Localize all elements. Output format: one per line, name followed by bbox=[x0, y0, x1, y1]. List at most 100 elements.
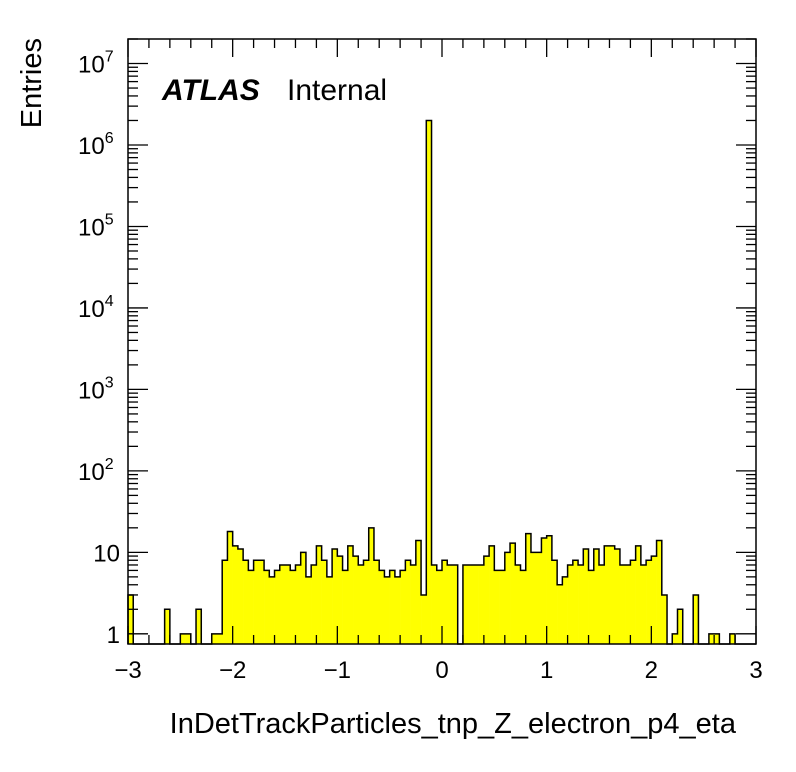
histogram-bin bbox=[708, 633, 715, 644]
histogram-bin bbox=[342, 570, 349, 644]
histogram-bin bbox=[578, 564, 584, 644]
histogram-bin bbox=[347, 545, 354, 644]
y-axis-title: Entries bbox=[16, 38, 48, 128]
x-axis-title: InDetTrackParticles_tnp_Z_electron_p4_et… bbox=[170, 708, 737, 740]
y-tick-label: 103 bbox=[78, 374, 114, 404]
histogram-bin bbox=[164, 609, 171, 644]
histogram-bin bbox=[290, 570, 296, 644]
histogram-bin bbox=[232, 545, 239, 644]
y-tick-label: 1 bbox=[107, 622, 120, 649]
histogram-bin bbox=[274, 570, 281, 644]
y-tick-label: 104 bbox=[78, 293, 114, 323]
histogram-bin bbox=[599, 564, 605, 644]
histogram-bin bbox=[426, 120, 432, 645]
histogram-bin bbox=[180, 633, 186, 644]
x-tick-label: 3 bbox=[749, 657, 762, 684]
histogram-bin bbox=[216, 633, 223, 644]
histogram-bin bbox=[415, 540, 422, 644]
histogram-bin bbox=[394, 576, 401, 644]
histogram-bin bbox=[572, 560, 579, 644]
histogram-bin bbox=[525, 533, 532, 644]
histogram-bin bbox=[269, 576, 275, 644]
histogram-bin bbox=[661, 594, 668, 644]
histogram-bin bbox=[379, 570, 385, 644]
histogram-bin bbox=[337, 556, 343, 644]
histogram-bin bbox=[651, 556, 657, 644]
histogram-bin bbox=[253, 560, 260, 644]
histogram-bin bbox=[452, 564, 458, 644]
histogram-bin bbox=[332, 548, 338, 644]
histogram-bin bbox=[504, 552, 511, 644]
histogram-bin bbox=[384, 576, 390, 644]
x-tick-labels: −3 −2 −1 0 1 2 3 bbox=[114, 657, 762, 684]
histogram-bin bbox=[541, 538, 547, 644]
histogram-bin bbox=[243, 560, 249, 644]
histogram-bin bbox=[536, 552, 542, 644]
histogram-bin bbox=[264, 570, 270, 644]
histogram-bin bbox=[300, 552, 307, 644]
histogram-bin bbox=[258, 560, 265, 644]
histogram-bin bbox=[672, 633, 678, 644]
histogram-outline bbox=[127, 119, 756, 645]
histogram-bin bbox=[442, 560, 448, 644]
histogram-bin bbox=[640, 564, 647, 644]
axis-ticks bbox=[127, 38, 757, 644]
histogram-bin bbox=[211, 633, 218, 644]
histogram-bin bbox=[363, 560, 370, 644]
histogram-bin bbox=[128, 594, 134, 644]
histogram-bin bbox=[311, 564, 317, 644]
histogram-bin bbox=[588, 570, 595, 644]
histogram-bin bbox=[436, 570, 443, 644]
histogram-bin bbox=[326, 576, 333, 644]
histogram-bin bbox=[237, 548, 244, 644]
histogram-bin bbox=[567, 564, 574, 644]
histogram-bin bbox=[196, 609, 202, 644]
histogram-bin bbox=[400, 570, 406, 644]
x-tick-label: 0 bbox=[435, 657, 448, 684]
histogram-bin bbox=[389, 570, 396, 644]
histogram-bin bbox=[729, 633, 736, 644]
histogram-bin bbox=[279, 564, 286, 644]
histogram-bin bbox=[530, 552, 537, 644]
y-tick-label: 105 bbox=[78, 211, 114, 241]
histogram-bin bbox=[656, 540, 663, 644]
x-tick-label: 1 bbox=[540, 657, 553, 684]
internal-label: Internal bbox=[287, 74, 387, 107]
histogram-bin bbox=[373, 560, 380, 644]
histogram-bin bbox=[625, 564, 631, 644]
histogram-bin bbox=[489, 545, 495, 644]
histogram-bin bbox=[368, 527, 375, 644]
histogram-bin bbox=[447, 564, 453, 644]
atlas-label: ATLAS bbox=[161, 74, 260, 107]
histogram-bin bbox=[551, 560, 558, 644]
histogram-bin bbox=[462, 564, 469, 644]
histogram-bin bbox=[405, 560, 411, 644]
histogram-bin bbox=[515, 564, 521, 644]
histogram-bin bbox=[520, 570, 527, 644]
histogram-bin bbox=[316, 545, 322, 644]
y-tick-labels: 1 10 102 103 104 105 106 107 bbox=[78, 49, 120, 649]
x-tick-label: −2 bbox=[219, 657, 246, 684]
histogram-bin bbox=[693, 594, 699, 644]
histogram-bin bbox=[483, 556, 490, 644]
histogram-bin bbox=[227, 531, 233, 644]
histogram-bin bbox=[583, 548, 589, 644]
histogram-bin bbox=[473, 564, 479, 644]
histogram-bin bbox=[562, 576, 568, 644]
histogram-bars bbox=[128, 120, 736, 645]
x-tick-label: 2 bbox=[645, 657, 658, 684]
histogram-bin bbox=[609, 545, 615, 644]
histogram-bin bbox=[478, 564, 485, 644]
y-tick-label: 102 bbox=[78, 456, 114, 486]
histogram-bin bbox=[677, 609, 684, 644]
histogram-bin bbox=[222, 560, 228, 644]
histogram-bin bbox=[431, 564, 438, 644]
histogram-bin bbox=[630, 560, 636, 644]
histogram-bin bbox=[593, 548, 600, 644]
histogram-bin bbox=[358, 564, 364, 644]
histogram-bin bbox=[604, 545, 610, 644]
histogram-bin bbox=[468, 564, 474, 644]
x-tick-label: −3 bbox=[114, 657, 141, 684]
y-tick-label: 10 bbox=[93, 540, 120, 567]
